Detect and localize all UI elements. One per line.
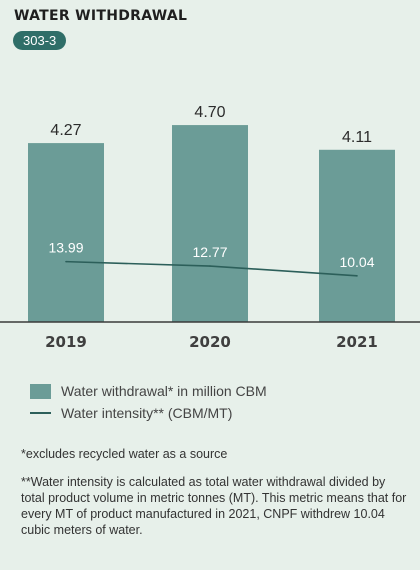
bar-2021 — [319, 149, 395, 322]
bar-2020 — [172, 125, 248, 322]
gri-code-badge: 303-3 — [13, 31, 67, 50]
intensity-point-2020 — [209, 265, 211, 267]
x-tick-label-2021: 2021 — [336, 333, 378, 351]
footnote-recycled: *excludes recycled water as a source — [21, 447, 228, 461]
legend-line-label: Water intensity** (CBM/MT) — [61, 405, 233, 421]
intensity-point-2019 — [65, 260, 67, 263]
bar-swatch-icon — [30, 383, 51, 399]
legend-item-withdrawal: Water withdrawal* in million CBM — [30, 380, 267, 402]
x-tick-label-2020: 2020 — [189, 333, 231, 351]
intensity-point-2021 — [356, 275, 358, 277]
x-tick-label-2019: 2019 — [45, 333, 87, 351]
legend-bar-label: Water withdrawal* in million CBM — [61, 383, 267, 399]
intensity-value-label-2019: 13.99 — [48, 240, 83, 256]
line-swatch-icon — [30, 412, 51, 414]
bar-line-chart: 4.27 2019 4.70 2020 4.11 2021 13.99 12.77 10.04 — [0, 104, 420, 351]
bar-2019 — [28, 143, 104, 322]
footnote-intensity: **Water intensity is calculated as total… — [21, 475, 407, 537]
intensity-value-label-2021: 10.04 — [339, 254, 374, 270]
bar-value-label-2021: 4.11 — [342, 129, 372, 146]
intensity-value-label-2020: 12.77 — [192, 244, 227, 260]
bar-value-label-2020: 4.70 — [194, 104, 225, 121]
chart-title: WATER WITHDRAWAL — [14, 8, 188, 24]
bar-value-label-2019: 4.27 — [50, 122, 81, 139]
legend: Water withdrawal* in million CBM Water i… — [30, 380, 267, 424]
legend-item-intensity: Water intensity** (CBM/MT) — [30, 402, 267, 424]
